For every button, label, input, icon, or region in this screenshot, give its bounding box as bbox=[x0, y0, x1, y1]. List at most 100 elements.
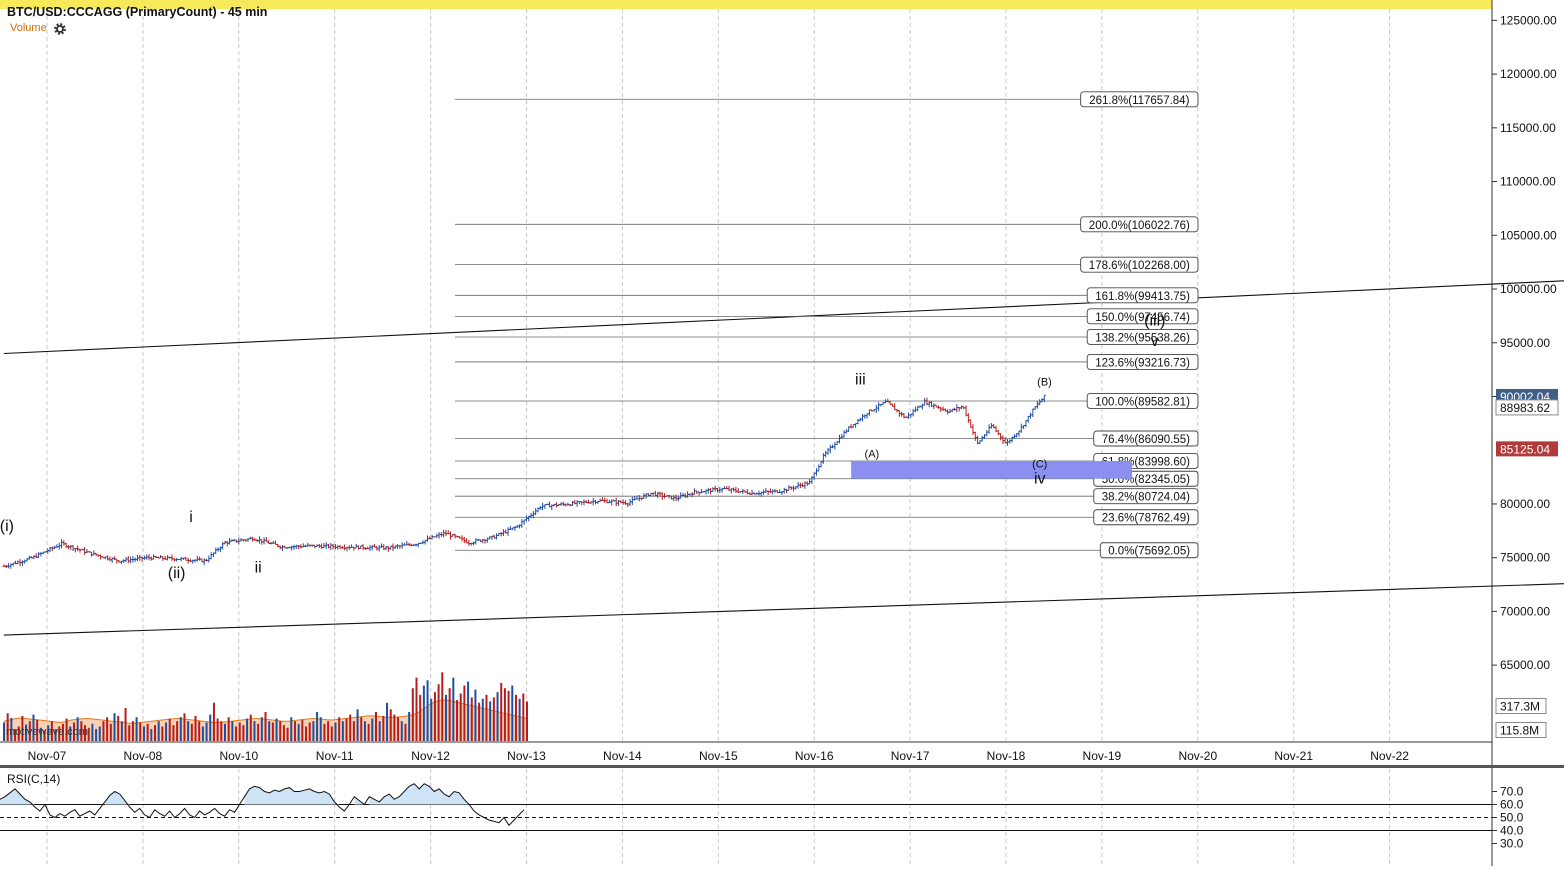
wave-label: (B) bbox=[1037, 377, 1052, 389]
gear-icon[interactable] bbox=[53, 22, 67, 36]
fib-level-label: 100.0%(89582.81) bbox=[1095, 396, 1190, 408]
volume-bar bbox=[205, 722, 208, 741]
volume-bar bbox=[113, 713, 116, 741]
fib-level-badge bbox=[1080, 216, 1199, 233]
x-tick-label: Nov-22 bbox=[1370, 749, 1409, 763]
volume-bar bbox=[124, 708, 127, 741]
rsi-tick-label: 70.0 bbox=[1500, 785, 1524, 799]
y-tick-label: 115000.00 bbox=[1500, 121, 1556, 135]
volume-bar bbox=[25, 724, 28, 741]
volume-bar bbox=[319, 717, 322, 741]
rsi-line bbox=[0, 783, 525, 827]
chart-title: BTC/USD:CCCAGG (PrimaryCount) - 45 min bbox=[7, 5, 268, 19]
volume-bar bbox=[279, 721, 282, 741]
volume-bar bbox=[109, 723, 112, 741]
fib-level-label: 0.0%(75692.05) bbox=[1108, 546, 1190, 558]
x-tick-label: Nov-08 bbox=[124, 749, 163, 763]
volume-bar bbox=[264, 711, 267, 741]
volume-bar bbox=[448, 688, 451, 741]
volume-bar bbox=[522, 693, 525, 741]
volume-bar bbox=[463, 685, 466, 741]
volume-bar bbox=[393, 714, 396, 741]
volume-bar bbox=[470, 697, 473, 741]
fib-level-badge bbox=[1086, 329, 1199, 345]
x-tick-label: Nov-12 bbox=[411, 749, 450, 763]
fib-level-badge bbox=[1086, 287, 1199, 304]
fib-level-label: 76.4%(86090.55) bbox=[1102, 434, 1190, 446]
volume-bar bbox=[212, 702, 215, 741]
y-tick-label: 105000.00 bbox=[1500, 228, 1557, 242]
wave-label: i bbox=[189, 509, 193, 526]
volume-bar bbox=[65, 718, 68, 741]
wave-label: (iii) bbox=[1144, 313, 1165, 330]
wave-label: (ii) bbox=[168, 565, 186, 582]
volume-bar bbox=[139, 722, 142, 741]
volume-bar bbox=[312, 721, 315, 741]
volume-bar bbox=[131, 721, 134, 741]
rsi-tick-label: 40.0 bbox=[1500, 824, 1524, 838]
volume-bar bbox=[496, 692, 499, 741]
volume-bar bbox=[268, 721, 271, 741]
volume-bar bbox=[526, 701, 528, 741]
volume-bar bbox=[478, 702, 481, 741]
volume-bar bbox=[58, 726, 61, 741]
volume-bar bbox=[338, 717, 341, 741]
volume-bar bbox=[95, 729, 98, 741]
volume-bar bbox=[84, 725, 87, 741]
volume-bar bbox=[246, 718, 249, 741]
volume-bar bbox=[168, 718, 171, 741]
volume-bar bbox=[297, 723, 300, 741]
volume-bar bbox=[3, 722, 5, 741]
volume-bar bbox=[10, 717, 13, 741]
channel-line bbox=[3, 280, 1564, 355]
fib-level-label: 138.2%(95538.26) bbox=[1095, 332, 1190, 344]
volume-bar bbox=[87, 727, 90, 741]
volume-bar bbox=[249, 714, 252, 741]
fib-level-label: 200.0%(106022.76) bbox=[1089, 220, 1190, 232]
volume-bar bbox=[128, 725, 131, 741]
x-tick-label: Nov-07 bbox=[28, 749, 67, 763]
volume-bar bbox=[194, 715, 197, 741]
volume-bar bbox=[216, 718, 219, 741]
x-tick-label: Nov-13 bbox=[507, 749, 546, 763]
volume-bar bbox=[223, 723, 226, 741]
volume-bar bbox=[441, 672, 444, 741]
x-tick-label: Nov-11 bbox=[316, 749, 354, 763]
volume-bar bbox=[452, 677, 455, 741]
volume-axis-label: 115.8M bbox=[1500, 724, 1539, 738]
volume-bar bbox=[500, 682, 503, 741]
volume-label: Volume bbox=[10, 22, 47, 34]
volume-bar bbox=[253, 721, 256, 741]
y-tick-label: 120000.00 bbox=[1500, 67, 1557, 81]
volume-bar bbox=[341, 721, 344, 741]
fib-level-label: 23.6%(78762.49) bbox=[1102, 513, 1190, 525]
wave-label: (i) bbox=[0, 518, 14, 535]
volume-bar bbox=[444, 694, 447, 741]
volume-bar bbox=[327, 721, 330, 741]
volume-bar bbox=[157, 721, 160, 741]
volume-bar bbox=[397, 717, 400, 741]
volume-bar bbox=[334, 722, 337, 741]
x-tick-label: Nov-20 bbox=[1178, 749, 1217, 763]
volume-bar bbox=[146, 723, 149, 741]
volume-bar bbox=[69, 726, 72, 741]
volume-bar bbox=[80, 721, 83, 741]
channel-line bbox=[3, 583, 1564, 636]
volume-bar bbox=[422, 685, 425, 741]
volume-bar bbox=[238, 722, 241, 741]
wave-label: iii bbox=[855, 372, 866, 389]
rsi-tick-label: 30.0 bbox=[1500, 837, 1524, 851]
volume-bar bbox=[220, 721, 223, 741]
wave-label: (C) bbox=[1032, 458, 1047, 470]
y-tick-label: 65000.00 bbox=[1500, 658, 1550, 672]
rsi-overbought-fill bbox=[0, 783, 470, 805]
volume-bar bbox=[363, 721, 366, 741]
price-tag-badge bbox=[1495, 399, 1559, 416]
fib-level-badge bbox=[1086, 308, 1199, 325]
volume-bar bbox=[98, 726, 101, 741]
price-bars bbox=[2, 394, 1046, 569]
volume-bar bbox=[507, 690, 510, 741]
volume-bar bbox=[419, 694, 422, 741]
wave-label: ii bbox=[255, 560, 262, 577]
